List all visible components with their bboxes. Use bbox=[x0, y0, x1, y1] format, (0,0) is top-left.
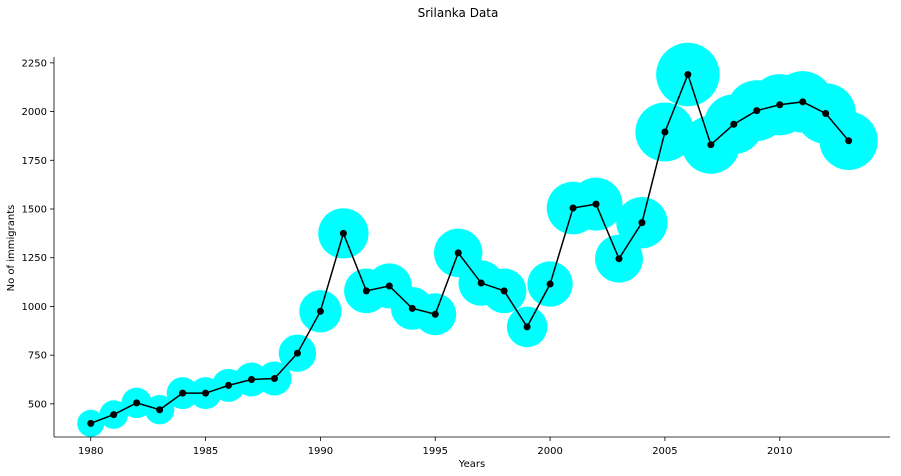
x-tick-label-2000: 2000 bbox=[537, 446, 562, 457]
x-tick-label-1995: 1995 bbox=[423, 446, 448, 457]
data-point-2009 bbox=[753, 107, 761, 115]
x-tick-label-2010: 2010 bbox=[767, 446, 792, 457]
data-point-1985 bbox=[202, 389, 210, 397]
data-point-1986 bbox=[225, 381, 233, 389]
series-line bbox=[90, 72, 850, 425]
data-point-1990 bbox=[316, 307, 324, 315]
y-axis-label: No of immigrants bbox=[6, 205, 17, 292]
data-point-1988 bbox=[270, 375, 278, 383]
data-point-1989 bbox=[293, 349, 301, 357]
data-point-1999 bbox=[523, 323, 531, 331]
y-tick-group: 500 750 1000 1250 1500 1750 2000 2250 bbox=[22, 58, 54, 410]
y-tick-label-1250: 1250 bbox=[22, 253, 47, 264]
data-point-1998 bbox=[500, 287, 508, 295]
bubble-layer bbox=[77, 42, 878, 437]
data-point-2010 bbox=[776, 101, 784, 109]
data-point-1995 bbox=[431, 310, 439, 318]
data-point-1997 bbox=[477, 279, 485, 287]
data-point-2003 bbox=[615, 255, 623, 263]
data-point-2013 bbox=[845, 137, 853, 145]
data-point-1994 bbox=[408, 304, 416, 312]
x-tick-label-1990: 1990 bbox=[308, 446, 333, 457]
x-tick-label-1985: 1985 bbox=[193, 446, 218, 457]
y-tick-label-1500: 1500 bbox=[22, 205, 47, 216]
data-point-1992 bbox=[362, 287, 370, 295]
data-point-2000 bbox=[546, 280, 554, 288]
data-point-1981 bbox=[110, 411, 118, 419]
marker-layer bbox=[87, 71, 853, 427]
data-point-1993 bbox=[385, 282, 393, 290]
x-tick-label-2005: 2005 bbox=[652, 446, 677, 457]
data-point-1983 bbox=[156, 406, 164, 414]
y-tick-label-1000: 1000 bbox=[22, 302, 47, 313]
chart-title: Srilanka Data bbox=[418, 6, 499, 20]
x-tick-group: 1980 1985 1990 1995 2000 2005 2010 bbox=[78, 437, 792, 457]
y-tick-label-2250: 2250 bbox=[22, 58, 47, 69]
data-point-2006 bbox=[684, 71, 692, 79]
y-tick-label-2000: 2000 bbox=[22, 107, 47, 118]
data-point-2001 bbox=[569, 204, 577, 212]
data-point-1980 bbox=[87, 419, 95, 427]
data-point-1984 bbox=[179, 389, 187, 397]
data-point-2012 bbox=[822, 110, 830, 118]
data-point-2002 bbox=[592, 200, 600, 208]
data-point-2005 bbox=[661, 128, 669, 136]
data-point-2007 bbox=[707, 141, 715, 149]
data-point-2011 bbox=[799, 98, 807, 106]
line-layer bbox=[90, 72, 850, 425]
data-point-1982 bbox=[133, 399, 141, 407]
data-point-2008 bbox=[730, 120, 738, 128]
y-tick-label-750: 750 bbox=[28, 351, 47, 362]
data-point-1996 bbox=[454, 249, 462, 257]
data-point-1987 bbox=[248, 376, 256, 384]
axes bbox=[53, 57, 890, 438]
x-tick-label-1980: 1980 bbox=[78, 446, 103, 457]
data-point-1991 bbox=[339, 229, 347, 237]
data-point-2004 bbox=[638, 219, 646, 227]
x-axis-label: Years bbox=[458, 459, 485, 470]
y-tick-label-500: 500 bbox=[28, 399, 47, 410]
y-tick-label-1750: 1750 bbox=[22, 156, 47, 167]
